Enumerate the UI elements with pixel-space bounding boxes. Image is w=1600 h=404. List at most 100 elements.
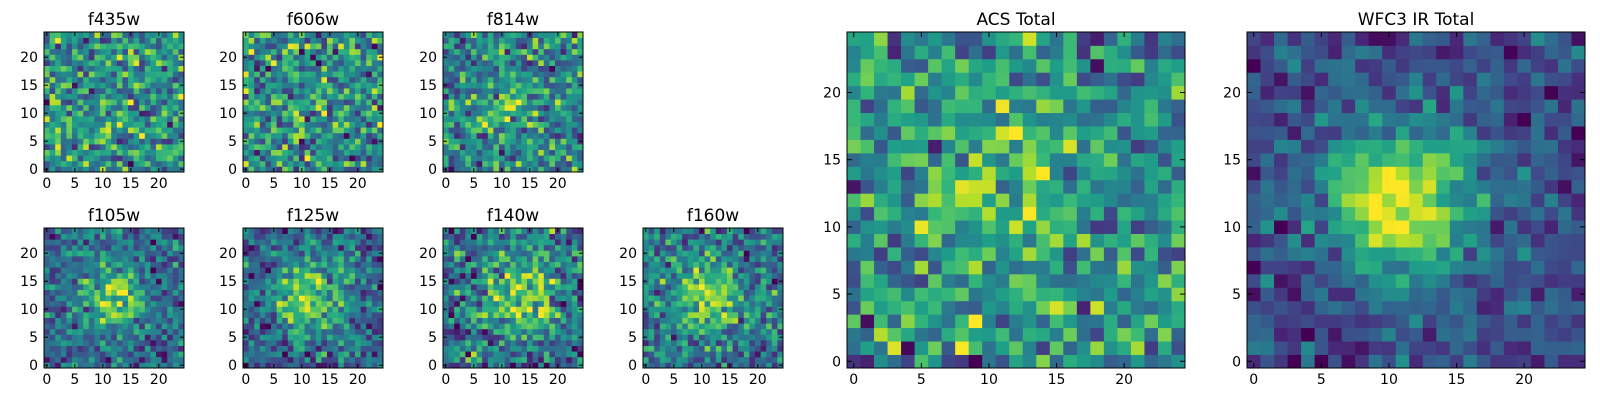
heatmap-cell [299,267,305,273]
heatmap-cell [66,94,72,100]
heatmap-cell [477,150,483,156]
heatmap-cell [173,77,179,83]
heatmap-cell [260,284,266,290]
heatmap-cell [544,49,550,55]
heatmap-cell [716,228,722,234]
heatmap-cell [643,357,649,363]
heatmap-cell [316,82,322,88]
heatmap-cell [477,99,483,105]
heatmap-cell [361,267,367,273]
heatmap-cell [516,273,522,279]
heatmap-cell [654,351,660,357]
heatmap-cell [333,290,339,296]
heatmap-cell [527,301,533,307]
heatmap-cell [282,357,288,363]
heatmap-cell [488,77,494,83]
heatmap-cell [555,43,561,49]
heatmap-cell [443,256,449,262]
heatmap-cell [677,357,683,363]
heatmap-cell [282,127,288,133]
heatmap-cell [299,306,305,312]
heatmap-cell [969,180,983,194]
heatmap-cell [333,43,339,49]
heatmap-cell [1158,328,1172,342]
heatmap-cell [338,110,344,116]
heatmap-cell [572,54,578,60]
heatmap-cell [327,144,333,150]
heatmap-cell [66,318,72,324]
heatmap-cell [465,284,471,290]
heatmap-cell [327,71,333,77]
heatmap-cell [338,284,344,290]
heatmap-cell [162,60,168,66]
heatmap-cell [128,110,134,116]
heatmap-cell [156,323,162,329]
heatmap-cell [465,105,471,111]
heatmap-cell [282,301,288,307]
heatmap-cell [310,357,316,363]
heatmap-cell [288,105,294,111]
heatmap-cell [460,49,466,55]
heatmap-cell [61,318,67,324]
heatmap-cell [139,54,145,60]
heatmap-cell [316,60,322,66]
heatmap-cell [372,228,378,234]
heatmap-cell [544,138,550,144]
heatmap-cell [1009,247,1023,261]
heatmap-cell [443,43,449,49]
heatmap-cell [282,239,288,245]
heatmap-cell [128,133,134,139]
heatmap-cell [44,329,50,335]
heatmap-cell [55,110,61,116]
heatmap-cell [265,127,271,133]
heatmap-cell [544,273,550,279]
heatmap-cell [493,228,499,234]
heatmap-cell [493,122,499,128]
heatmap-cell [299,138,305,144]
heatmap-cell [50,66,56,72]
heatmap-cell [145,250,151,256]
heatmap-cell [277,267,283,273]
heatmap-cell [460,77,466,83]
heatmap-cell [727,267,733,273]
heatmap-cell [538,301,544,307]
heatmap-cell [162,228,168,234]
heatmap-cell [544,278,550,284]
heatmap-cell [1036,274,1050,288]
heatmap-cell [277,161,283,167]
heatmap-cell [649,323,655,329]
heatmap-cell [78,127,84,133]
heatmap-cell [128,250,134,256]
heatmap-cell [516,122,522,128]
heatmap-cell [310,99,316,105]
heatmap-cell [321,54,327,60]
heatmap-cell [527,267,533,273]
heatmap-cell [649,273,655,279]
heatmap-cell [471,161,477,167]
heatmap-cell [499,351,505,357]
heatmap-cell [282,256,288,262]
heatmap-cell [677,245,683,251]
heatmap-cell [327,234,333,240]
heatmap-cell [566,357,572,363]
heatmap-cell [249,99,255,105]
heatmap-cell [1063,166,1077,180]
heatmap-cell [83,144,89,150]
heatmap-cell [516,318,522,324]
heatmap-cell [134,284,140,290]
heatmap-cell [521,346,527,352]
heatmap-cell [477,346,483,352]
heatmap-cell [544,306,550,312]
heatmap-cell [310,301,316,307]
heatmap-cell [122,228,128,234]
heatmap-cell [533,329,539,335]
heatmap-cell [538,71,544,77]
heatmap-cell [454,88,460,94]
heatmap-cell [671,267,677,273]
heatmap-cell [505,346,511,352]
heatmap-cell [561,88,567,94]
heatmap-cell [499,250,505,256]
heatmap-cell [366,66,372,72]
heatmap-cell [333,267,339,273]
heatmap-cell [982,274,996,288]
